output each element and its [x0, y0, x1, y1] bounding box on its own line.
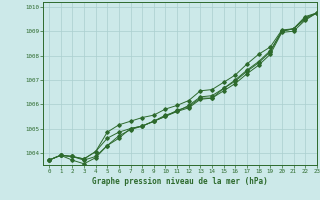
- X-axis label: Graphe pression niveau de la mer (hPa): Graphe pression niveau de la mer (hPa): [92, 177, 268, 186]
